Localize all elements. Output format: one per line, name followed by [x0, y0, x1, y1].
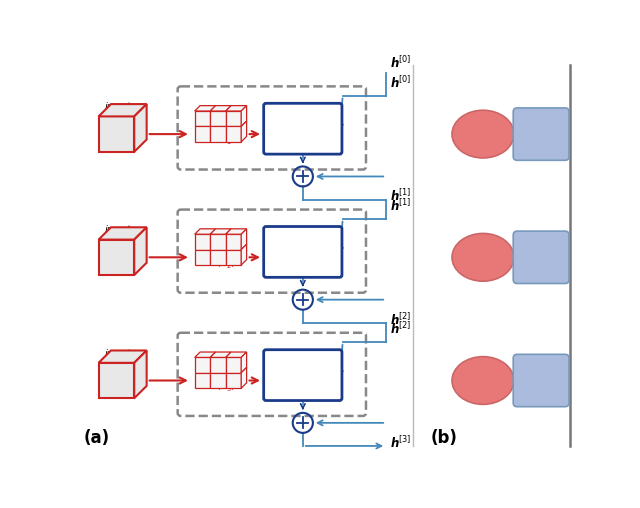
Polygon shape	[241, 352, 246, 373]
Text: $\boldsymbol{W}^{[2]}(X_2)$: $\boldsymbol{W}^{[2]}(X_2)$	[196, 257, 236, 271]
Text: input: input	[104, 348, 131, 359]
Ellipse shape	[452, 357, 514, 404]
Polygon shape	[195, 352, 216, 358]
Polygon shape	[99, 240, 134, 275]
Text: $\boldsymbol{h}^{[1]}$: $\boldsymbol{h}^{[1]}$	[390, 198, 412, 214]
Text: $\boldsymbol{h}^{[0]}$: $\boldsymbol{h}^{[0]}$	[390, 75, 412, 91]
Text: $\boldsymbol{h}^{[1]}$: $\boldsymbol{h}^{[1]}$	[390, 188, 412, 204]
Polygon shape	[210, 126, 226, 142]
Polygon shape	[226, 106, 246, 111]
Text: $\boldsymbol{X}_3$: $\boldsymbol{X}_3$	[104, 373, 124, 392]
Text: $\boldsymbol{W}^{[3]}(X_3)$: $\boldsymbol{W}^{[3]}(X_3)$	[196, 379, 236, 394]
Polygon shape	[210, 229, 231, 234]
Polygon shape	[241, 106, 246, 126]
Polygon shape	[210, 358, 226, 373]
Text: $\boldsymbol{X}_2$: $\boldsymbol{X}_2$	[104, 250, 123, 269]
Polygon shape	[195, 229, 216, 234]
Polygon shape	[134, 351, 147, 398]
Polygon shape	[195, 249, 210, 265]
Polygon shape	[134, 227, 147, 275]
Polygon shape	[210, 111, 226, 126]
Polygon shape	[99, 116, 134, 152]
Text: Linear&: Linear&	[277, 367, 329, 380]
Text: (b): (b)	[431, 429, 458, 447]
Text: input: input	[104, 226, 131, 235]
Text: Linear&: Linear&	[277, 244, 329, 257]
Polygon shape	[99, 351, 147, 363]
Polygon shape	[241, 244, 246, 265]
Polygon shape	[210, 106, 231, 111]
Polygon shape	[226, 352, 246, 358]
Polygon shape	[226, 234, 241, 249]
Polygon shape	[210, 373, 226, 388]
FancyBboxPatch shape	[513, 108, 569, 161]
Polygon shape	[134, 104, 147, 152]
Polygon shape	[226, 111, 241, 126]
Polygon shape	[226, 126, 241, 142]
Text: input: input	[104, 102, 131, 112]
Polygon shape	[226, 229, 246, 234]
Polygon shape	[241, 367, 246, 388]
Polygon shape	[210, 352, 231, 358]
Polygon shape	[226, 373, 241, 388]
Polygon shape	[195, 126, 210, 142]
Text: $\boldsymbol{X}_1$: $\boldsymbol{X}_1$	[104, 127, 123, 146]
Polygon shape	[241, 121, 246, 142]
Text: $\boldsymbol{\phi}(x_2)$: $\boldsymbol{\phi}(x_2)$	[465, 249, 501, 266]
FancyBboxPatch shape	[264, 227, 342, 277]
Polygon shape	[226, 249, 241, 265]
Text: $\boldsymbol{\phi}(x_3)$: $\boldsymbol{\phi}(x_3)$	[465, 372, 501, 389]
Text: Activation: Activation	[269, 382, 337, 395]
Polygon shape	[210, 249, 226, 265]
Polygon shape	[195, 106, 216, 111]
Polygon shape	[195, 358, 210, 373]
Text: $\boldsymbol{h}^{[3]}$: $\boldsymbol{h}^{[3]}$	[390, 435, 412, 451]
Polygon shape	[210, 234, 226, 249]
Polygon shape	[195, 111, 210, 126]
Text: Linear&: Linear&	[277, 121, 329, 134]
Polygon shape	[99, 104, 147, 116]
Text: Activation: Activation	[269, 259, 337, 271]
Text: $\boldsymbol{T}^{[2]}$: $\boldsymbol{T}^{[2]}$	[529, 248, 554, 266]
Text: $\boldsymbol{T}^{[3]}$: $\boldsymbol{T}^{[3]}$	[529, 371, 554, 390]
Text: $\boldsymbol{T}^{[1]}$: $\boldsymbol{T}^{[1]}$	[529, 125, 554, 143]
Polygon shape	[99, 363, 134, 398]
FancyBboxPatch shape	[264, 350, 342, 400]
Text: (a): (a)	[84, 429, 110, 447]
Polygon shape	[226, 358, 241, 373]
Text: Activation: Activation	[269, 135, 337, 148]
Text: $\boldsymbol{W}^{[1]}(X_1)$: $\boldsymbol{W}^{[1]}(X_1)$	[196, 133, 236, 147]
Polygon shape	[99, 227, 147, 240]
FancyBboxPatch shape	[264, 103, 342, 154]
Polygon shape	[195, 234, 210, 249]
Ellipse shape	[452, 110, 514, 158]
Text: $\boldsymbol{h}^{[0]}$: $\boldsymbol{h}^{[0]}$	[390, 55, 412, 71]
FancyBboxPatch shape	[513, 355, 569, 407]
Polygon shape	[195, 373, 210, 388]
Ellipse shape	[452, 234, 514, 281]
Polygon shape	[241, 229, 246, 249]
Text: $\boldsymbol{\phi}(x_1)$: $\boldsymbol{\phi}(x_1)$	[465, 125, 501, 143]
FancyBboxPatch shape	[513, 231, 569, 283]
Text: $\boldsymbol{h}^{[2]}$: $\boldsymbol{h}^{[2]}$	[390, 312, 412, 328]
Text: $\boldsymbol{h}^{[2]}$: $\boldsymbol{h}^{[2]}$	[390, 322, 412, 337]
